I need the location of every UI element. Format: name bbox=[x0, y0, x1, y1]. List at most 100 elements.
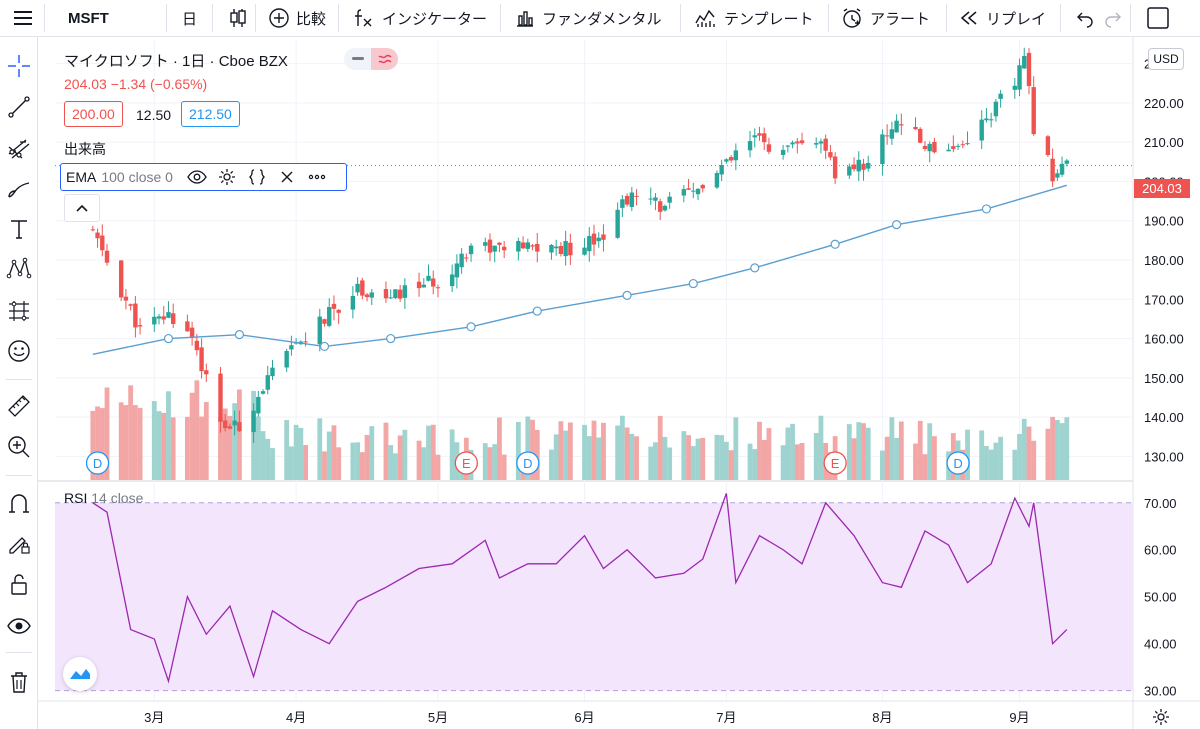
replay-label: リプレイ bbox=[986, 10, 1047, 28]
candle-up bbox=[549, 244, 554, 253]
candle-up bbox=[284, 350, 289, 368]
volume-bar bbox=[90, 410, 96, 480]
time-tick-label: 5月 bbox=[428, 710, 448, 725]
indicators-button[interactable]: インジケーター bbox=[342, 0, 497, 36]
gear-icon[interactable] bbox=[215, 165, 239, 189]
volume-bar bbox=[794, 444, 800, 480]
delete-tool[interactable] bbox=[4, 667, 34, 697]
text-tool[interactable] bbox=[4, 214, 34, 244]
volume-bar bbox=[184, 416, 190, 480]
candle-up bbox=[516, 240, 521, 252]
volume-bar bbox=[270, 448, 275, 480]
braces-icon[interactable] bbox=[245, 165, 269, 189]
candle-down bbox=[336, 309, 341, 313]
candle-up bbox=[733, 150, 739, 161]
candle-down bbox=[795, 141, 800, 144]
range-high[interactable]: 212.50 bbox=[181, 101, 240, 127]
candle-down bbox=[161, 316, 166, 320]
symbol-search[interactable]: MSFT bbox=[58, 0, 119, 36]
interval-label: 日 bbox=[182, 10, 198, 28]
crosshair-tool[interactable] bbox=[4, 51, 34, 81]
last-price-label: 204.03 bbox=[1134, 179, 1190, 198]
eye-icon[interactable] bbox=[185, 165, 209, 189]
lock-tool[interactable] bbox=[4, 569, 34, 599]
candle-up bbox=[232, 420, 237, 426]
dividend-marker bbox=[85, 451, 110, 475]
candle-up bbox=[317, 316, 322, 345]
rsi-legend[interactable]: RSI 14 close bbox=[64, 490, 143, 506]
interval-button[interactable]: 日 bbox=[172, 0, 207, 36]
volume-bar bbox=[166, 391, 171, 480]
volume-bar bbox=[1045, 428, 1051, 480]
candle-up bbox=[355, 283, 360, 293]
fib-tool[interactable] bbox=[4, 134, 34, 164]
brush-tool[interactable] bbox=[4, 174, 34, 204]
candle-up bbox=[724, 159, 729, 162]
volume-bar bbox=[430, 424, 436, 480]
volume-bar bbox=[298, 427, 304, 480]
candle-down bbox=[832, 156, 838, 179]
volume-bar bbox=[284, 420, 290, 480]
candle-down bbox=[223, 420, 228, 429]
redo-button[interactable] bbox=[1092, 0, 1134, 36]
candle-up bbox=[894, 120, 899, 133]
currency-button[interactable]: USD bbox=[1148, 48, 1184, 70]
text-icon bbox=[11, 220, 27, 239]
prediction-tool[interactable] bbox=[4, 296, 34, 326]
undo-button[interactable] bbox=[1064, 0, 1106, 36]
candle-up bbox=[1059, 163, 1065, 175]
alerts-button[interactable]: アラート bbox=[830, 0, 940, 36]
fundamentals-button[interactable]: ファンダメンタル bbox=[504, 0, 672, 36]
visibility-tool[interactable] bbox=[4, 611, 34, 641]
volume-bar bbox=[222, 408, 228, 480]
chart-settings-button[interactable] bbox=[1150, 706, 1172, 728]
templates-button[interactable]: テンプレート bbox=[684, 0, 824, 36]
ema-legend[interactable]: EMA 100 close 0 bbox=[60, 163, 347, 191]
icon-tool[interactable] bbox=[4, 336, 34, 366]
candle-down bbox=[1050, 158, 1055, 182]
tradingview-logo[interactable] bbox=[63, 657, 97, 691]
volume-bar bbox=[653, 442, 658, 480]
volume-bar bbox=[681, 431, 687, 480]
candle-up bbox=[620, 199, 625, 208]
collapse-legend-button[interactable] bbox=[64, 194, 100, 222]
ruler-tool[interactable] bbox=[4, 391, 34, 421]
lock-drawing-tool[interactable] bbox=[4, 528, 34, 558]
volume-bar bbox=[95, 406, 100, 480]
candle-down bbox=[823, 138, 828, 151]
zoom-tool[interactable] bbox=[4, 432, 34, 462]
volume-bar bbox=[846, 424, 852, 480]
candle-up bbox=[653, 197, 658, 201]
rsi-params: 14 close bbox=[91, 490, 144, 506]
candle-down bbox=[918, 128, 923, 143]
candle-down bbox=[799, 140, 805, 144]
range-low[interactable]: 200.00 bbox=[64, 101, 123, 127]
candle-down bbox=[185, 321, 190, 332]
candle-up bbox=[965, 143, 970, 145]
volume-bar bbox=[156, 411, 162, 480]
volume-bar bbox=[927, 423, 933, 480]
chart-type-button[interactable] bbox=[216, 0, 260, 36]
ema-marker bbox=[234, 330, 244, 340]
compare-button[interactable]: 比較 bbox=[258, 0, 336, 36]
candle-up bbox=[402, 285, 408, 298]
volume-bar bbox=[558, 421, 564, 480]
menu-button[interactable] bbox=[2, 0, 44, 36]
replay-button[interactable]: リプレイ bbox=[948, 0, 1056, 36]
magnet-tool[interactable] bbox=[4, 488, 34, 518]
volume-bar bbox=[932, 436, 937, 480]
volume-bar bbox=[336, 447, 342, 480]
volume-bar bbox=[232, 403, 238, 480]
more-icon[interactable] bbox=[305, 165, 329, 189]
candle-up bbox=[587, 236, 592, 252]
volume-bar bbox=[898, 421, 904, 480]
legend-toggle[interactable] bbox=[344, 48, 398, 70]
volume-bar bbox=[695, 438, 701, 480]
rsi-name: RSI bbox=[64, 490, 88, 506]
trend-line-tool[interactable] bbox=[4, 92, 34, 122]
pattern-tool[interactable] bbox=[4, 254, 34, 284]
gear-icon bbox=[1153, 709, 1169, 725]
layout-button[interactable] bbox=[1136, 0, 1180, 36]
close-icon[interactable] bbox=[275, 165, 299, 189]
